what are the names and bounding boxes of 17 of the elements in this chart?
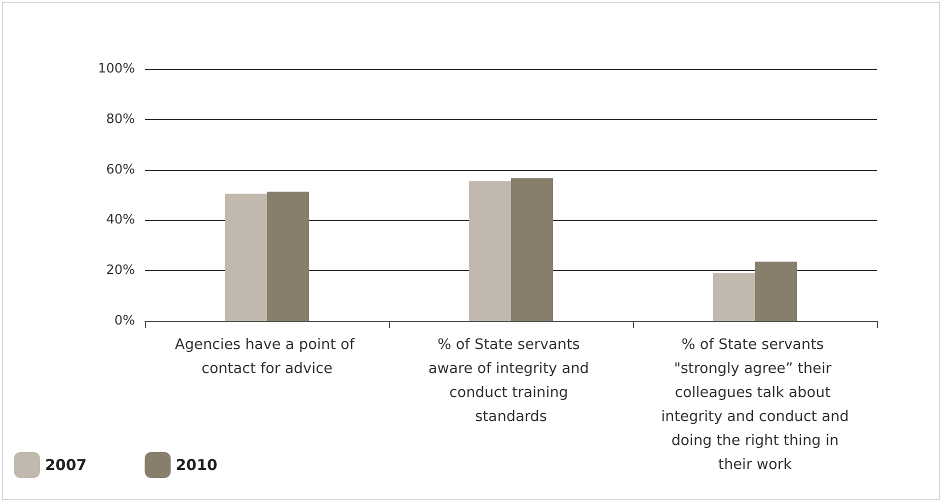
y-tick-label: 60%: [106, 162, 135, 178]
y-tick-label: 0%: [114, 314, 135, 328]
bar: [225, 194, 267, 321]
y-tick-label: 80%: [106, 112, 135, 127]
x-tick-label: % of State servants aware of integrity and conduct training standards: [428, 337, 594, 425]
legend-label: 2010: [176, 456, 218, 474]
legend-label: 2007: [45, 456, 87, 474]
y-tick-label: 100%: [98, 62, 135, 76]
x-tick-label: % of State servants "strongly agree” their colleagues talk about integrity and conduct and doing the right thing in their work: [661, 337, 849, 473]
bar: [267, 192, 309, 321]
bar: [755, 262, 797, 321]
x-tick-label: Agencies have a point of contact for advice: [174, 337, 360, 377]
bar: [469, 181, 511, 321]
y-tick-label: 40%: [106, 212, 135, 228]
bar: [713, 273, 755, 321]
y-tick-label: 20%: [106, 263, 135, 278]
bar: [511, 178, 553, 321]
